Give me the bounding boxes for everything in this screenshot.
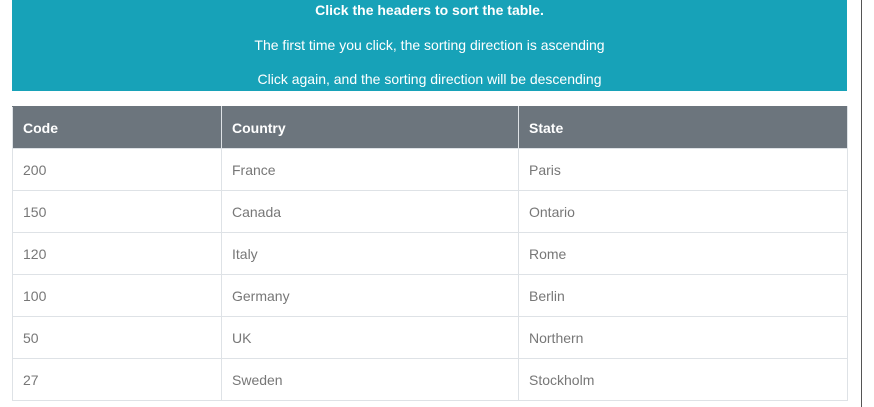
cell-country: Italy [221,232,519,275]
cell-country: Sweden [221,358,519,401]
table-header-row: Code Country State [12,106,848,149]
table-row: 200 France Paris [12,148,848,191]
banner-title: Click the headers to sort the table. [315,2,544,18]
table-row: 100 Germany Berlin [12,274,848,317]
table-row: 50 UK Northern [12,316,848,359]
cell-country: France [221,148,519,191]
cell-code: 27 [12,358,222,401]
instructions-banner: Click the headers to sort the table. The… [12,0,847,91]
table-row: 27 Sweden Stockholm [12,358,848,401]
sortable-table: Code Country State 200 France Paris 150 … [12,106,848,401]
header-state[interactable]: State [518,106,848,149]
cell-country: UK [221,316,519,359]
cell-state: Paris [518,148,848,191]
header-country[interactable]: Country [221,106,519,149]
cell-state: Northern [518,316,848,359]
cell-code: 150 [12,190,222,233]
table-row: 150 Canada Ontario [12,190,848,233]
cell-state: Rome [518,232,848,275]
cell-country: Canada [221,190,519,233]
cell-code: 100 [12,274,222,317]
cell-state: Stockholm [518,358,848,401]
cell-code: 50 [12,316,222,359]
cell-code: 200 [12,148,222,191]
window-edge-divider [861,0,862,407]
cell-state: Berlin [518,274,848,317]
cell-state: Ontario [518,190,848,233]
table-row: 120 Italy Rome [12,232,848,275]
header-code[interactable]: Code [12,106,222,149]
banner-ascending-note: The first time you click, the sorting di… [254,37,605,53]
cell-country: Germany [221,274,519,317]
cell-code: 120 [12,232,222,275]
banner-descending-note: Click again, and the sorting direction w… [257,71,602,87]
